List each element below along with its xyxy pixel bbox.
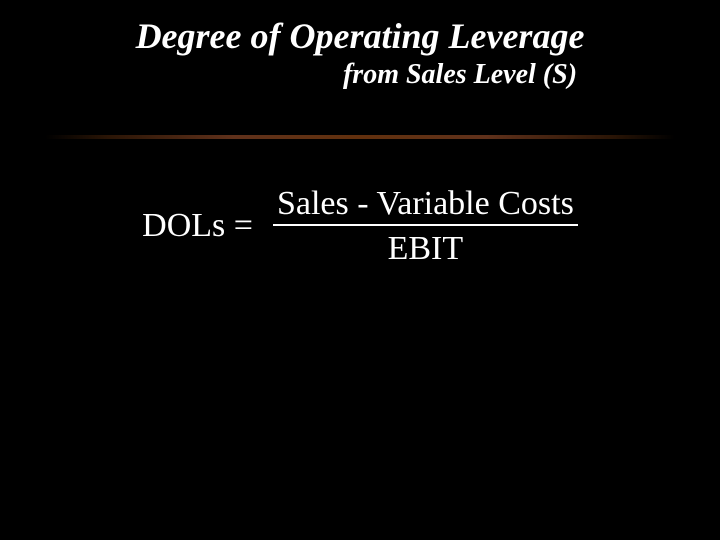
formula-lhs: DOLs = (142, 207, 253, 245)
formula-denominator: EBIT (388, 226, 464, 267)
slide-title: Degree of Operating Leverage (0, 15, 720, 57)
slide-subtitle: from Sales Level (S) (0, 59, 720, 91)
formula-numerator: Sales - Variable Costs (273, 185, 578, 226)
formula-fraction: Sales - Variable Costs EBIT (273, 185, 578, 268)
title-separator (45, 135, 675, 139)
title-area: Degree of Operating Leverage from Sales … (0, 15, 720, 91)
formula-area: DOLs = Sales - Variable Costs EBIT (0, 185, 720, 268)
